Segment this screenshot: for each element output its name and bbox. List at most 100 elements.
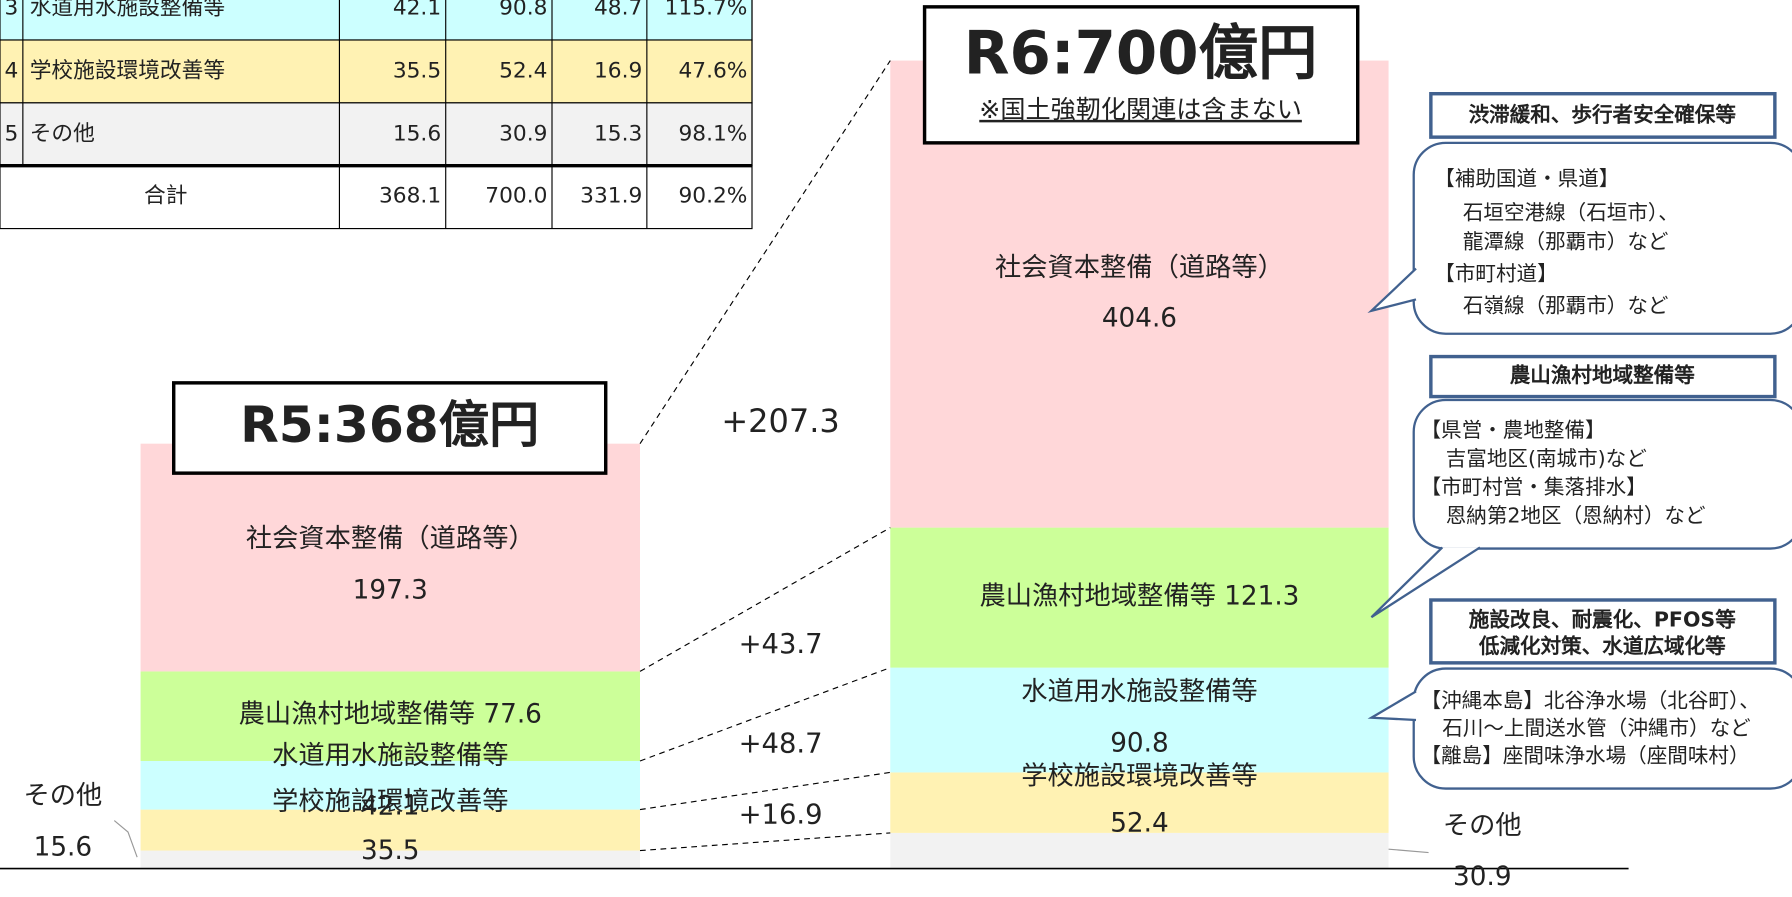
segment-name: 社会資本整備（道路等） (995, 253, 1284, 283)
segment-name: 水道用水施設整備等 (1021, 677, 1257, 707)
callout-box (1412, 667, 1792, 790)
callout-header: 農山漁村地域整備等 (1510, 363, 1695, 387)
segment-label: 農山漁村地域整備等 77.6 (239, 699, 542, 729)
bar-segment (140, 443, 641, 672)
segment-value: 15.6 (34, 833, 92, 863)
callout-line: 石嶺線（那覇市）など (1463, 293, 1669, 317)
callout-line: 【離島】座間味浄水場（座間味村） (1421, 744, 1750, 768)
segment-name: 社会資本整備（道路等） (246, 524, 535, 554)
table-cell: 水道用水施設整備等 (30, 0, 225, 21)
segment-name: その他 (1443, 811, 1522, 841)
bar-segment (890, 832, 1389, 869)
difference-label: +16.9 (739, 800, 823, 831)
callout-line: 【市町村道】 (1434, 261, 1557, 285)
bar-title: R5:368億円 (240, 395, 539, 454)
table-cell: 90.8 (499, 0, 547, 21)
callout-line: 【市町村営・集落排水】 (1421, 475, 1647, 499)
table-cell: 331.9 (580, 184, 642, 209)
table-cell: 368.1 (379, 184, 441, 209)
table-cell: 35.5 (393, 58, 441, 83)
title-box (172, 381, 608, 475)
bar-segment (890, 772, 1389, 833)
table-cell: 15.3 (594, 121, 642, 146)
table-cell: その他 (30, 121, 95, 146)
bar-segment (140, 760, 641, 810)
callout-line: 恩納第2地区（恩納村）など (1446, 504, 1706, 528)
connector (639, 771, 891, 811)
segment-name: 学校施設環境改善等 (272, 787, 508, 817)
callout-line: 石川～上間送水管（沖縄市）など (1442, 716, 1750, 740)
table-cell: 47.6% (678, 58, 747, 83)
callout-header: 低減化対策、水道広域化等 (1478, 634, 1726, 658)
callout-pointer (1370, 546, 1481, 619)
callout-line: 龍潭線（那覇市）など (1463, 229, 1669, 253)
segment-value: 121.3 (1224, 581, 1299, 611)
bar-segment (140, 850, 641, 869)
subtitle: ※国土強靭化関連は含まない (979, 95, 1302, 124)
table-cell: 42.1 (393, 0, 441, 21)
callout-line: 石垣空港線（石垣市）、 (1463, 201, 1679, 225)
segment-value: 35.5 (361, 836, 419, 866)
segment-value: 197.3 (353, 575, 428, 605)
table-row (0, 39, 753, 104)
bar-segment (140, 671, 641, 761)
difference-label: +207.3 (721, 402, 839, 440)
bar-segment (890, 667, 1389, 773)
callout-header-box (1429, 92, 1777, 139)
callout-header: 渋滞緩和、歩行者安全確保等 (1469, 102, 1737, 126)
leader-line (1388, 848, 1429, 854)
connector (639, 527, 891, 672)
table-cell: 700.0 (485, 184, 547, 209)
table-cell: 98.1% (678, 121, 747, 146)
callout-line: 【補助国道・県道】 (1434, 166, 1619, 190)
connector (639, 667, 891, 762)
callout-box (1412, 398, 1792, 550)
callout-line: 【沖縄本島】北谷浄水場（北谷町）、 (1421, 689, 1760, 713)
segment-value: 52.4 (1110, 809, 1168, 839)
callout-header-box (1429, 598, 1777, 665)
callout-header: 施設改良、耐震化、PFOS等 (1469, 608, 1736, 632)
table-cell: 4 (5, 58, 19, 83)
table-row (0, 102, 753, 167)
table-row (0, 165, 753, 230)
table-cell: 3 (5, 0, 19, 21)
table-cell: 16.9 (594, 58, 642, 83)
leader-line (113, 820, 138, 858)
callout-pointer (1367, 690, 1417, 722)
segment-label: 農山漁村地域整備等 121.3 (979, 581, 1299, 611)
callout-line: 【県営・農地整備】 (1421, 418, 1606, 442)
segment-value: 404.6 (1102, 303, 1177, 333)
title-box (922, 5, 1360, 145)
bar-segment (890, 527, 1389, 668)
bar-title: R6:700億円 (964, 19, 1318, 88)
bar-segment (140, 809, 641, 851)
segment-name: 農山漁村地域整備等 (239, 699, 475, 729)
callout-pointer (1367, 267, 1417, 314)
segment-name: 学校施設環境改善等 (1021, 762, 1257, 792)
segment-name: 水道用水施設整備等 (272, 741, 508, 771)
table-cell: 5 (5, 121, 19, 146)
difference-label: +48.7 (739, 729, 823, 760)
callout-line: 吉富地区(南城市)など (1446, 446, 1647, 470)
callout-box (1412, 141, 1792, 335)
segment-name: 農山漁村地域整備等 (979, 581, 1215, 611)
connector (639, 60, 891, 444)
connector (639, 832, 891, 852)
segment-value: 77.6 (483, 699, 541, 729)
table-cell: 30.9 (499, 121, 547, 146)
table-cell: 15.6 (393, 121, 441, 146)
difference-label: +43.7 (739, 629, 823, 660)
segment-value: 90.8 (1110, 729, 1168, 759)
segment-value: 30.9 (1453, 862, 1511, 892)
segment-value: 42.1 (361, 791, 419, 821)
segment-name: その他 (23, 781, 102, 811)
table-cell: 学校施設環境改善等 (30, 58, 225, 83)
table-cell: 合計 (144, 184, 187, 209)
table-cell: 115.7% (665, 0, 748, 21)
callout-header-box (1429, 354, 1777, 399)
table-cell: 52.4 (499, 58, 547, 83)
table-cell: 48.7 (594, 0, 642, 21)
table-cell: 90.2% (678, 184, 747, 209)
